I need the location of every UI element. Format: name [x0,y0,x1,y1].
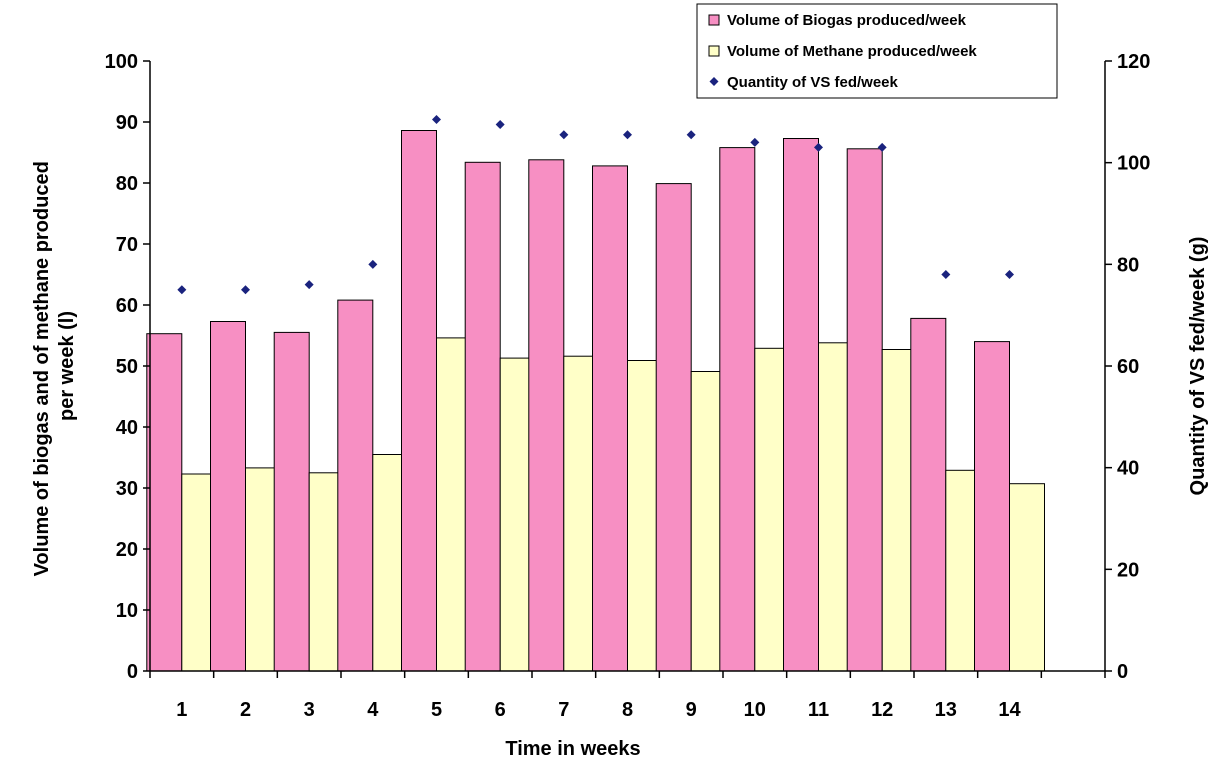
y-tick-label: 0 [127,661,138,683]
y2-axis-ticks: 0 20 40 60 80 100 120 [1105,51,1150,683]
x-tick-label: 14 [998,699,1021,721]
point-vs-fed [432,114,441,124]
x-tick-label: 1 [176,699,187,721]
x-tick-label: 12 [871,699,893,721]
y-tick-label: 100 [105,51,138,73]
y-axis-title-line-2: per week (l) [56,311,78,421]
x-tick-label: 10 [744,699,766,721]
bar-biogas [210,321,246,672]
bar-biogas [464,161,501,672]
bar-biogas [846,148,883,672]
x-tick-label: 8 [622,699,633,721]
point-vs-fed [559,130,569,140]
y2-tick-label: 20 [1117,559,1139,581]
legend-label-methane: Volume of Methane produced/week [727,43,977,60]
y-tick-label: 10 [116,600,138,622]
y2-tick-label: 60 [1117,356,1139,378]
point-vs-fed [241,285,250,295]
x-axis-title: Time in weeks [505,738,640,760]
bar-biogas [910,317,947,672]
y-axis-title-line-1: Volume of biogas and of methane produced [31,161,53,576]
point-vs-fed [1005,270,1014,279]
point-vs-fed [368,259,378,269]
bar-biogas [337,299,374,672]
y2-tick-label: 0 [1117,661,1128,683]
point-vs-fed [877,142,887,152]
x-tick-label: 2 [240,699,251,721]
legend-swatch-biogas [708,14,720,26]
point-vs-fed [623,130,632,140]
y-tick-label: 70 [116,234,138,256]
y-tick-label: 60 [116,295,138,317]
point-vs-fed [495,120,505,130]
legend-label-biogas: Volume of Biogas produced/week [727,12,967,29]
point-vs-fed [750,137,760,147]
point-vs-fed [686,130,696,140]
y2-axis-title: Quantity of VS fed/week (g) [1187,237,1209,496]
x-tick-label: 9 [686,699,697,721]
y2-tick-label: 80 [1117,254,1139,276]
x-tick-label: 13 [935,699,957,721]
bar-biogas [655,183,692,672]
bar-biogas [273,331,310,672]
plot-area [146,114,1045,672]
x-tick-label: 6 [495,699,506,721]
legend-box [696,3,1058,99]
y-tick-label: 30 [116,478,138,500]
legend: Volume of Biogas produced/week Volume of… [696,3,1058,99]
bar-biogas [719,147,756,672]
bar-biogas [528,159,565,672]
bar-biogas [974,341,1010,672]
legend-label-vs-fed: Quantity of VS fed/week [727,74,899,91]
bar-biogas [592,165,628,672]
y2-tick-label: 40 [1117,458,1139,480]
x-tick-label: 3 [304,699,315,721]
point-vs-fed [941,270,951,279]
y2-tick-label: 100 [1117,153,1150,175]
bar-biogas [783,138,819,672]
x-tick-label: 7 [558,699,569,721]
y-axis-ticks: 0 10 20 30 40 50 60 70 80 90 100 [105,51,150,683]
y-tick-label: 90 [116,112,138,134]
y-tick-label: 50 [116,356,138,378]
legend-marker-vs-fed [709,77,719,86]
x-tick-label: 4 [367,699,379,721]
y-tick-label: 20 [116,539,138,561]
y-axis-title: Volume of biogas and of methane produced… [31,156,78,577]
y-tick-label: 40 [116,417,138,439]
bar-biogas [401,130,437,672]
bar-methane [1009,483,1045,672]
x-tick-label: 11 [808,699,829,721]
point-vs-fed [304,280,314,290]
point-vs-fed [814,142,823,152]
x-axis-ticks: 1 2 3 4 5 6 7 8 9 10 11 12 13 14 [149,671,1106,721]
point-vs-fed [177,285,187,295]
x-tick-label: 5 [431,699,442,721]
legend-swatch-methane [708,45,720,57]
y-tick-label: 80 [116,173,138,195]
bar-biogas [146,333,183,672]
y2-tick-label: 120 [1117,51,1150,73]
